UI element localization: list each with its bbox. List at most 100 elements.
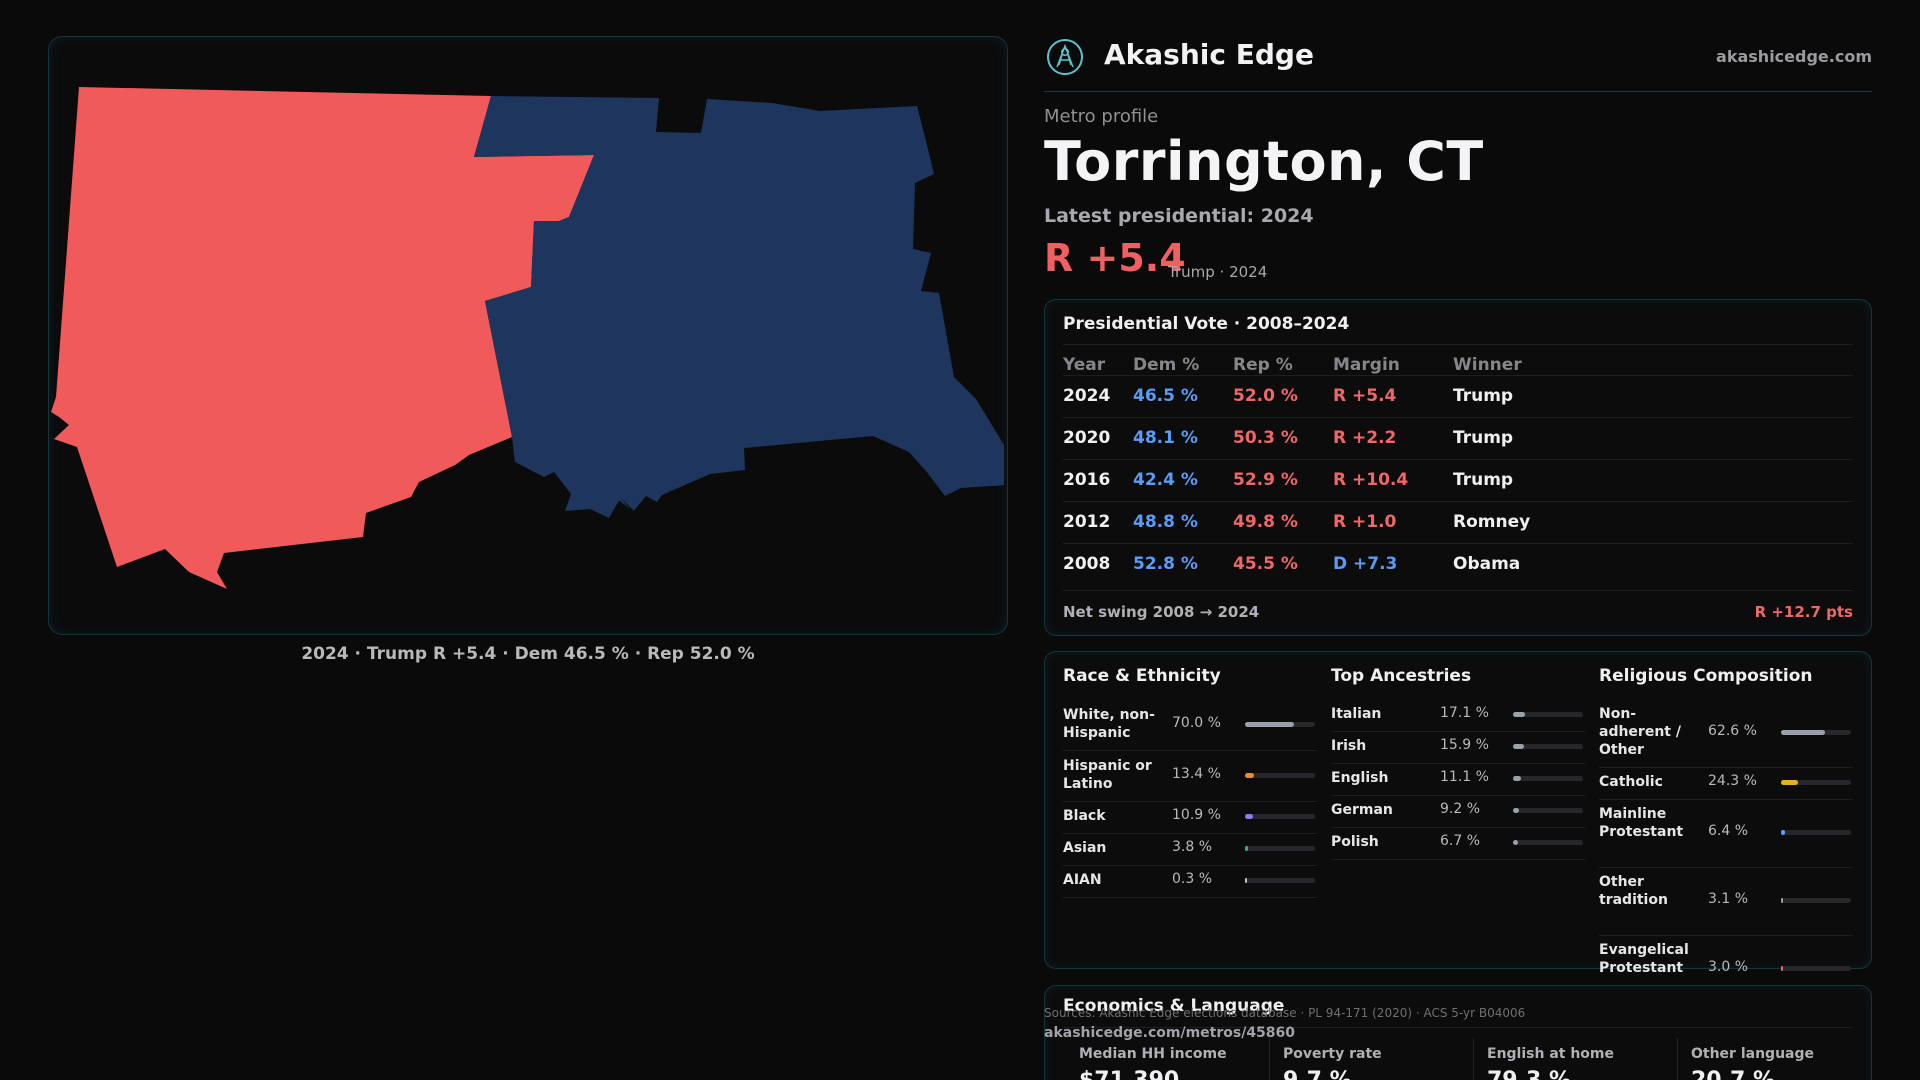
economics-title: Economics & Language — [1063, 996, 1285, 1016]
ancestry-row: Irish 15.9 % — [1331, 732, 1585, 764]
county-shape-republican[interactable] — [51, 87, 594, 589]
race-label: Asian — [1063, 840, 1107, 856]
ancestry-bar — [1513, 776, 1583, 781]
religion-bar-fill — [1781, 830, 1786, 835]
religion-section: Religious Composition Non-adherent / Oth… — [1599, 666, 1853, 1004]
race-bar-fill — [1245, 772, 1255, 778]
brand-url-link[interactable]: akashicedge.com — [1716, 47, 1872, 66]
race-bar — [1245, 721, 1315, 727]
ancestry-label: Polish — [1331, 834, 1379, 850]
economics-stat-value: 20.7 % — [1691, 1068, 1895, 1080]
vote-year: 2012 — [1063, 512, 1111, 532]
economics-stat-value: 9.7 % — [1283, 1068, 1487, 1080]
vote-table-row: 2012 48.8 % 49.8 % R +1.0 Romney — [1063, 501, 1853, 543]
metro-url-link[interactable]: akashicedge.com/metros/45860 — [1044, 1025, 1296, 1041]
net-swing-value: R +12.7 pts — [1754, 603, 1853, 621]
ancestry-label: Irish — [1331, 738, 1367, 754]
ancestry-bar-fill — [1513, 744, 1525, 749]
header-rep: Rep % — [1233, 355, 1293, 375]
vote-table-row: 2008 52.8 % 45.5 % D +7.3 Obama — [1063, 543, 1853, 585]
vote-table-header: Year Dem % Rep % Margin Winner — [1063, 344, 1853, 375]
ancestry-pct: 15.9 % — [1440, 737, 1489, 753]
race-pct: 70.0 % — [1172, 714, 1221, 731]
vote-card-title: Presidential Vote · 2008–2024 — [1063, 314, 1350, 334]
latest-margin-subtitle: Trump · 2024 — [1168, 263, 1268, 281]
religion-pct: 3.1 % — [1708, 891, 1749, 907]
race-row: AIAN 0.3 % — [1063, 866, 1317, 898]
economics-divider — [1677, 1038, 1678, 1080]
religion-row: Mainline Protestant 6.4 % — [1599, 800, 1853, 868]
economics-stat-label: Median HH income — [1079, 1046, 1227, 1062]
vote-table: Year Dem % Rep % Margin Winner 2024 46.5 … — [1063, 344, 1853, 585]
ancestry-row: Italian 17.1 % — [1331, 700, 1585, 732]
vote-rep-pct: 45.5 % — [1233, 554, 1298, 574]
header-dem: Dem % — [1133, 355, 1200, 375]
brand-name[interactable]: Akashic Edge — [1104, 38, 1314, 71]
religion-row: Catholic 24.3 % — [1599, 768, 1853, 800]
vote-rep-pct: 49.8 % — [1233, 512, 1298, 532]
ancestry-bar — [1513, 744, 1583, 749]
economics-stat: Median HH income $71,390 — [1079, 1046, 1283, 1080]
ancestry-bar-fill — [1513, 840, 1518, 845]
religion-label: Non-adherent / Other — [1599, 706, 1681, 758]
religion-bar-fill — [1781, 780, 1798, 785]
race-row: White, non-Hispanic 70.0 % — [1063, 700, 1317, 751]
vote-dem-pct: 42.4 % — [1133, 470, 1198, 490]
economics-stat-label: Other language — [1691, 1046, 1814, 1062]
net-swing-label: Net swing 2008 → 2024 — [1063, 603, 1260, 621]
latest-margin: R +5.4 — [1044, 236, 1186, 280]
vote-winner: Obama — [1453, 554, 1521, 574]
race-pct: 0.3 % — [1172, 871, 1213, 887]
ancestry-bar-fill — [1513, 808, 1520, 813]
metro-map[interactable] — [48, 36, 1008, 635]
presidential-vote-card: Presidential Vote · 2008–2024 Year Dem %… — [1044, 299, 1872, 636]
race-bar-fill — [1245, 878, 1247, 883]
religion-pct: 3.0 % — [1708, 959, 1749, 975]
vote-year: 2016 — [1063, 470, 1111, 490]
ancestry-row: German 9.2 % — [1331, 796, 1585, 828]
vote-margin: R +2.2 — [1333, 428, 1397, 448]
religion-bar — [1781, 780, 1851, 785]
race-bar-fill — [1245, 814, 1253, 819]
religion-label: Other tradition — [1599, 874, 1668, 908]
vote-margin: R +1.0 — [1333, 512, 1397, 532]
race-pct: 3.8 % — [1172, 839, 1213, 855]
vote-year: 2020 — [1063, 428, 1111, 448]
vote-rep-pct: 52.0 % — [1233, 386, 1298, 406]
county-map-svg[interactable] — [49, 37, 1008, 635]
ancestry-bar-fill — [1513, 712, 1525, 717]
religion-row: Other tradition 3.1 % — [1599, 868, 1853, 936]
religion-bar-fill — [1781, 966, 1784, 971]
race-bar — [1245, 814, 1315, 819]
county-shape-democratic[interactable] — [474, 96, 1004, 518]
ancestry-pct: 11.1 % — [1440, 769, 1489, 785]
vote-margin: R +10.4 — [1333, 470, 1409, 490]
race-bar — [1245, 772, 1315, 778]
ancestry-bar — [1513, 808, 1583, 813]
race-row: Asian 3.8 % — [1063, 834, 1317, 866]
race-bar — [1245, 878, 1315, 883]
vote-rep-pct: 50.3 % — [1233, 428, 1298, 448]
ancestry-label: German — [1331, 802, 1393, 818]
economics-stat-label: Poverty rate — [1283, 1046, 1382, 1062]
religion-pct: 24.3 % — [1708, 773, 1757, 789]
economics-stat: Poverty rate 9.7 % — [1283, 1046, 1487, 1080]
race-pct: 13.4 % — [1172, 765, 1221, 782]
economics-stat: Other language 20.7 % — [1691, 1046, 1895, 1080]
akashic-edge-logo-icon[interactable] — [1047, 39, 1083, 75]
economics-stat: English at home 79.3 % — [1487, 1046, 1691, 1080]
ancestry-bar-fill — [1513, 776, 1521, 781]
vote-dem-pct: 52.8 % — [1133, 554, 1198, 574]
religion-title: Religious Composition — [1599, 666, 1813, 686]
net-swing-row: Net swing 2008 → 2024 R +12.7 pts — [1063, 590, 1853, 630]
vote-rep-pct: 52.9 % — [1233, 470, 1298, 490]
latest-presidential-label: Latest presidential: 2024 — [1044, 205, 1314, 227]
vote-winner: Trump — [1453, 386, 1514, 406]
race-row: Black 10.9 % — [1063, 802, 1317, 834]
race-bar — [1245, 846, 1315, 851]
ancestry-row: Polish 6.7 % — [1331, 828, 1585, 860]
ancestry-pct: 17.1 % — [1440, 705, 1489, 721]
header-margin: Margin — [1333, 355, 1400, 375]
religion-pct: 62.6 % — [1708, 723, 1757, 739]
race-bar-fill — [1245, 846, 1248, 851]
